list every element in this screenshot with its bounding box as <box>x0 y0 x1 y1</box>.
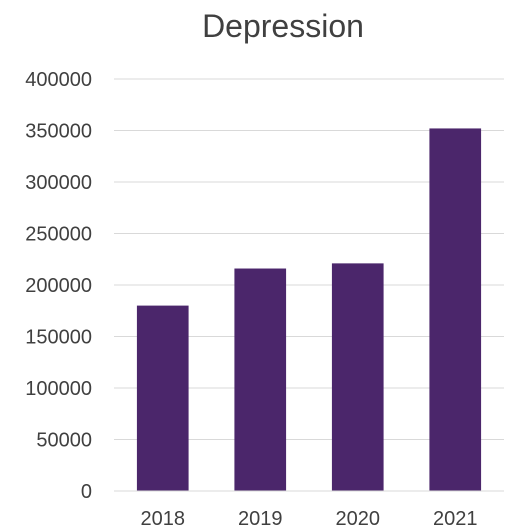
x-axis-tick-labels: 2018 2019 2020 2021 <box>141 508 478 530</box>
y-tick-label: 300000 <box>25 172 92 194</box>
bars <box>136 128 482 491</box>
bar-2019 <box>234 268 287 491</box>
bar-2020 <box>331 263 384 491</box>
bar-2018 <box>136 305 189 491</box>
y-axis-tick-labels: 0 50000 100000 150000 200000 250000 300000 3500… <box>25 69 92 503</box>
y-tick-label: 250000 <box>25 224 92 246</box>
x-tick-label: 2019 <box>238 508 283 530</box>
y-tick-label: 400000 <box>25 69 92 91</box>
chart-title: Depression <box>202 8 364 44</box>
y-tick-label: 200000 <box>25 275 92 297</box>
x-tick-label: 2021 <box>433 508 478 530</box>
y-tick-label: 350000 <box>25 121 92 143</box>
y-tick-label: 100000 <box>25 378 92 400</box>
x-tick-label: 2020 <box>336 508 381 530</box>
y-tick-label: 0 <box>81 481 92 503</box>
y-tick-label: 150000 <box>25 327 92 349</box>
x-tick-label: 2018 <box>141 508 186 530</box>
y-tick-label: 50000 <box>36 430 92 452</box>
bar-2021 <box>429 128 482 491</box>
